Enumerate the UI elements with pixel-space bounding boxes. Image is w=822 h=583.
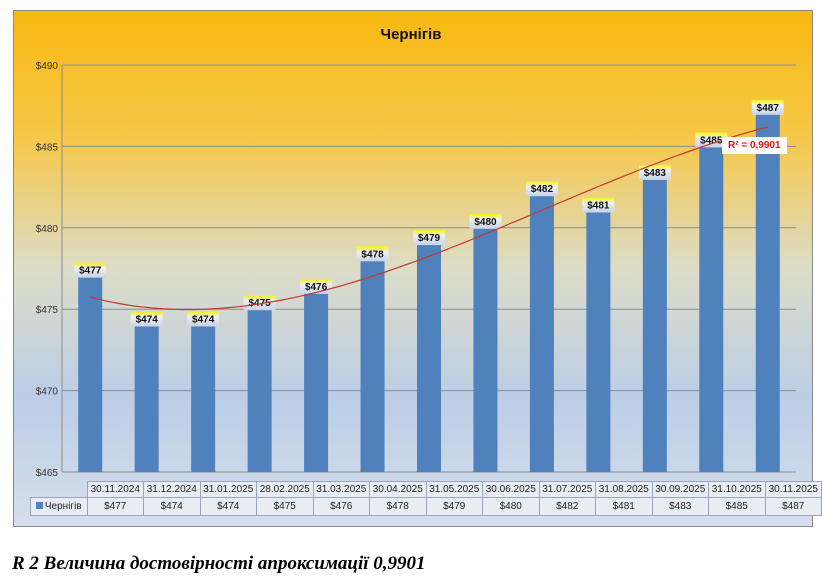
- y-tick-label: $470: [36, 387, 59, 398]
- table-value: $478: [369, 497, 427, 516]
- bar: [529, 195, 554, 473]
- data-label: $483: [644, 168, 667, 179]
- y-tick-label: $490: [36, 61, 59, 72]
- table-value: $481: [595, 497, 653, 516]
- category-label: 28.02.2025: [256, 481, 314, 498]
- y-tick-label: $475: [36, 305, 59, 316]
- data-label-box: [413, 230, 445, 246]
- category-label: 31.01.2025: [199, 481, 257, 498]
- data-label: $478: [361, 249, 384, 260]
- data-label: $487: [757, 103, 780, 114]
- data-label: $480: [474, 217, 497, 228]
- data-label-box: [356, 246, 389, 262]
- table-value: $487: [764, 497, 822, 516]
- bar: [191, 325, 216, 472]
- data-label: $476: [305, 282, 328, 293]
- data-label-box: [187, 311, 220, 327]
- data-label: $474: [192, 314, 215, 325]
- data-label: $474: [136, 314, 159, 325]
- caption: R 2 Величина достовірності апроксимації …: [12, 553, 426, 574]
- legend-entry: Чернігів: [30, 497, 88, 516]
- table-value: $483: [651, 497, 709, 516]
- data-label-box: [695, 132, 728, 148]
- data-label-box: [74, 262, 107, 278]
- data-label-box: [243, 295, 276, 311]
- chart-title: Чернігів: [380, 26, 442, 43]
- table-value: $474: [143, 497, 201, 516]
- data-label: $479: [418, 233, 441, 244]
- legend-label: Чернігів: [44, 501, 82, 512]
- category-label: 31.12.2024: [143, 481, 201, 498]
- data-label-box: [582, 197, 615, 213]
- category-label: 30.04.2025: [369, 481, 427, 498]
- data-label: $485: [700, 135, 723, 146]
- data-label: $477: [79, 266, 102, 277]
- table-value: $485: [708, 497, 766, 516]
- y-tick-label: $480: [36, 224, 59, 235]
- table-value: $476: [312, 497, 370, 516]
- category-label: 30.09.2025: [651, 481, 709, 498]
- data-label-box: [130, 311, 163, 327]
- category-label: 31.08.2025: [595, 481, 653, 498]
- category-label: 31.10.2025: [708, 481, 766, 498]
- bar: [360, 260, 385, 472]
- data-label-box: [638, 164, 671, 180]
- data-table: 30.11.2024 31.12.2024 31.01.2025 28.02.2025…: [30, 481, 822, 516]
- data-label-box: [751, 99, 784, 115]
- category-label: 31.07.2025: [538, 481, 596, 498]
- y-tick-label: $465: [36, 468, 59, 479]
- category-label: 31.05.2025: [425, 481, 483, 498]
- plot-area: $465$470$475$480$485$490$477$474 $474$475…: [36, 61, 796, 479]
- bar: [586, 211, 611, 472]
- category-label: 30.06.2025: [482, 481, 540, 498]
- table-value: $474: [199, 497, 257, 516]
- bar: [755, 113, 780, 472]
- table-corner: [31, 482, 88, 498]
- trendline: [90, 126, 768, 311]
- bar: [247, 309, 272, 472]
- data-label: $482: [531, 184, 554, 195]
- bar: [642, 178, 667, 472]
- category-label: 30.11.2025: [764, 481, 822, 498]
- bar: [134, 325, 159, 472]
- table-value: $477: [86, 497, 144, 516]
- table-value: $482: [538, 497, 596, 516]
- category-label: 30.11.2024: [86, 481, 144, 498]
- data-label-box: [525, 181, 558, 197]
- bar: [699, 146, 724, 472]
- bar: [417, 244, 441, 472]
- data-label: $481: [587, 201, 610, 212]
- bar: [473, 227, 498, 472]
- category-label: 31.03.2025: [312, 481, 370, 498]
- bar: [304, 292, 329, 472]
- bar: [78, 276, 103, 472]
- y-tick-label: $485: [36, 142, 59, 153]
- r-squared-label: R² = 0,9901: [722, 137, 787, 154]
- table-value: $480: [482, 497, 540, 516]
- legend-swatch: [35, 502, 43, 509]
- data-label-box: [469, 213, 502, 229]
- table-value: $479: [425, 497, 483, 516]
- table-value: $475: [256, 497, 314, 516]
